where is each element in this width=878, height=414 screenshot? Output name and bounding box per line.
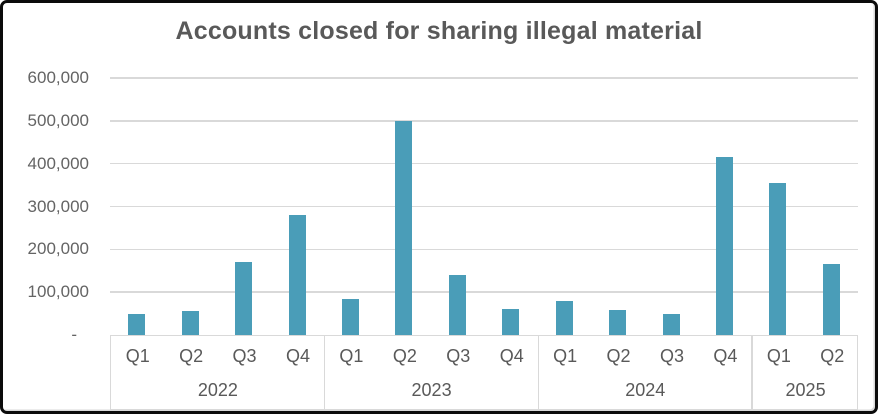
y-axis-label: 100,000: [27, 282, 89, 302]
bar: [555, 300, 573, 335]
bar: [609, 310, 627, 335]
year-label: 2022: [197, 380, 238, 400]
quarter-label: Q1: [339, 346, 364, 366]
y-axis-label: 300,000: [27, 196, 89, 216]
gridline: [110, 120, 858, 122]
bar: [288, 215, 306, 335]
quarter-label: Q4: [713, 346, 738, 366]
y-axis-label: -: [71, 325, 77, 344]
bar: [769, 182, 787, 335]
quarter-label: Q2: [820, 346, 845, 366]
quarter-label: Q2: [179, 346, 204, 366]
year-group-divider: [751, 336, 753, 409]
bar: [822, 264, 840, 335]
y-axis-label: 600,000: [27, 68, 89, 87]
y-axis-label: 400,000: [27, 153, 89, 173]
quarter-label: Q4: [499, 346, 524, 366]
gridline: [110, 162, 858, 165]
quarter-label: Q2: [606, 346, 631, 366]
gridline: [110, 248, 858, 251]
gridline: [110, 205, 858, 208]
bar: [395, 120, 413, 335]
quarter-label: Q3: [659, 346, 684, 366]
bar: [341, 298, 359, 335]
year-label: 2024: [625, 380, 666, 400]
quarter-label: Q1: [125, 346, 150, 366]
year-label: 2023: [411, 380, 452, 400]
quarter-label: Q1: [553, 346, 578, 366]
bar: [448, 275, 466, 335]
quarter-label: Q2: [392, 346, 417, 366]
plot-area: [110, 77, 858, 335]
chart-title: Accounts closed for sharing illegal mate…: [175, 17, 703, 45]
gridline: [110, 77, 858, 79]
bar: [181, 311, 199, 335]
quarter-label: Q3: [446, 346, 471, 366]
year-group-divider: [323, 336, 326, 409]
year-label: 2025: [785, 380, 826, 400]
quarter-label: Q1: [766, 346, 791, 366]
y-axis-label: 200,000: [27, 239, 89, 259]
quarter-label: Q4: [285, 346, 310, 366]
y-axis: - 100,000 200,000 300,000 400,000 500,000 600,…: [3, 68, 89, 344]
bar: [662, 313, 680, 335]
bar: [128, 313, 146, 335]
bar: [502, 309, 520, 335]
y-axis-label: 500,000: [27, 110, 89, 130]
x-axis-box: Q1 Q2 Q3 Q4 Q1 Q2 Q3 Q4 Q1 Q2 Q3 Q4 Q1 Q2 2022 2023 2024…: [110, 335, 858, 410]
bar: [715, 157, 733, 335]
gridline: [110, 291, 858, 293]
bar: [235, 262, 253, 335]
year-group-divider: [537, 336, 540, 409]
quarter-label: Q3: [232, 346, 257, 366]
